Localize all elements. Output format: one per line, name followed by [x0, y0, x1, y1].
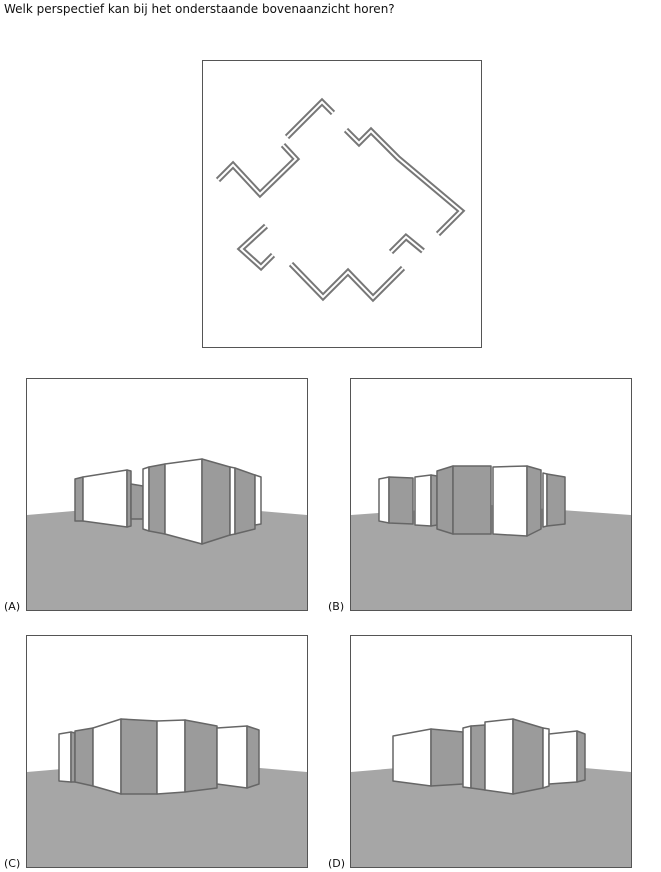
option-label-a: (A): [4, 600, 21, 613]
option-label-d: (D): [328, 857, 346, 870]
perspective-option-b[interactable]: [350, 378, 632, 611]
top-view-figure: [202, 60, 482, 348]
option-label-c: (C): [4, 857, 21, 870]
perspective-c-drawing: [27, 718, 307, 867]
perspective-b-drawing: [351, 465, 631, 610]
perspective-option-c[interactable]: [26, 635, 308, 868]
perspective-d-drawing: [351, 718, 631, 867]
perspective-option-a[interactable]: [26, 378, 308, 611]
option-label-b: (B): [328, 600, 345, 613]
question-text: Welk perspectief kan bij het onderstaand…: [4, 2, 395, 16]
top-view-drawing: [215, 97, 466, 303]
perspective-a-drawing: [27, 458, 307, 610]
perspective-option-d[interactable]: [350, 635, 632, 868]
